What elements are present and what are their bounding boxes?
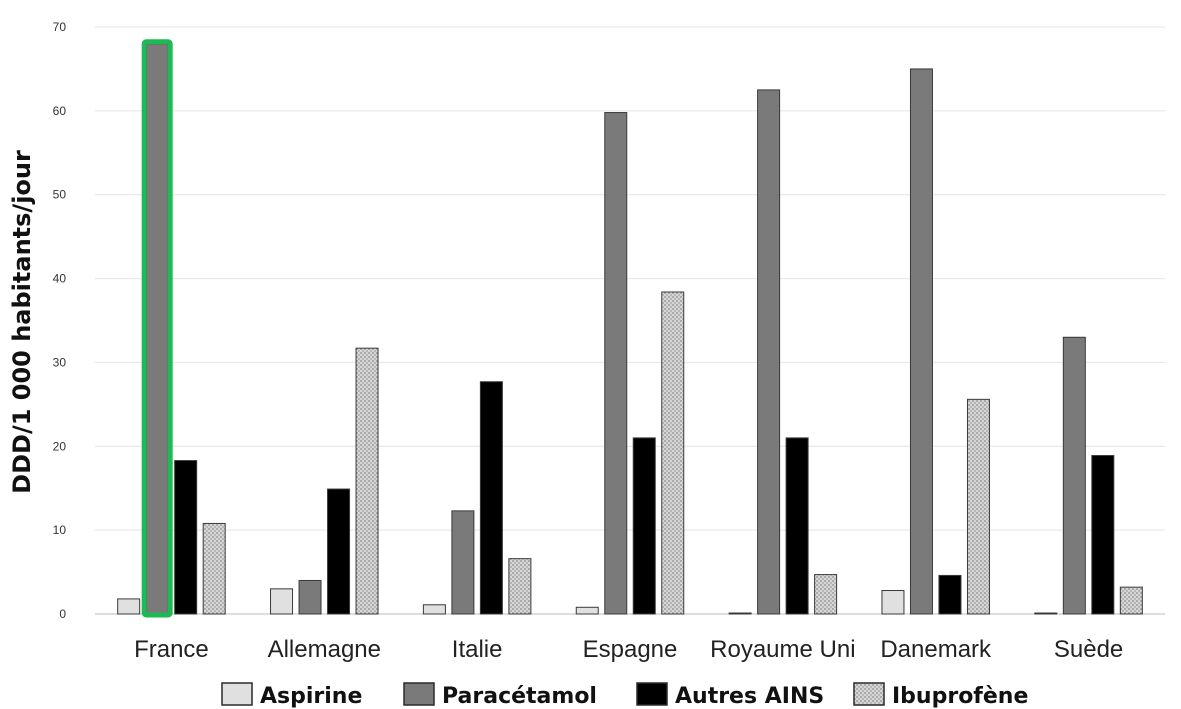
bar-parac-tamol-espagne	[604, 112, 628, 615]
legend-label: Aspirine	[260, 684, 362, 709]
bar-parac-tamol-allemagne	[298, 579, 322, 615]
y-tick-label: 40	[53, 272, 67, 286]
bar-aspirine-espagne	[575, 606, 599, 615]
bar-ibuprof-ne-france	[202, 522, 226, 615]
legend-label: Autres AINS	[675, 684, 824, 709]
bar-autres-ains-allemagne	[327, 488, 351, 615]
bar-parac-tamol-france	[145, 43, 169, 615]
legend: Aspirine Paracétamol Autres AINS Ibuprofène	[221, 682, 1028, 709]
y-tick-label: 20	[53, 439, 67, 453]
bar-aspirine-france	[117, 598, 141, 615]
legend-label: Ibuprofène	[892, 684, 1028, 709]
y-tick-label: 50	[53, 188, 67, 202]
legend-swatch	[403, 682, 435, 706]
bar-ibuprof-ne-danemark	[966, 398, 990, 615]
bar-autres-ains-su-de	[1091, 455, 1115, 615]
bar-ibuprof-ne-espagne	[661, 291, 685, 615]
legend-swatch	[636, 682, 668, 706]
legend-swatch	[221, 682, 253, 706]
highlight-frame	[141, 39, 173, 618]
bar-autres-ains-france	[174, 460, 198, 615]
y-tick-label: 10	[53, 523, 67, 537]
y-tick-label: 70	[53, 20, 67, 34]
highlight-layer	[141, 39, 173, 618]
bar-autres-ains-danemark	[938, 574, 962, 615]
y-tick-label: 0	[59, 607, 66, 621]
x-category-label: Danemark	[880, 636, 992, 663]
bar-ibuprof-ne-royaume-uni	[814, 574, 838, 615]
legend-label: Paracétamol	[442, 684, 597, 709]
gridlines	[95, 26, 1165, 615]
x-category-label: Espagne	[583, 636, 678, 663]
bar-autres-ains-italie	[479, 381, 503, 615]
x-axis-labels: France Allemagne Italie Espagne Royaume Uni D…	[134, 636, 1123, 663]
bar-ibuprof-ne-italie	[508, 558, 532, 615]
bar-parac-tamol-danemark	[909, 68, 933, 615]
x-category-label: Suède	[1054, 636, 1123, 663]
bar-aspirine-italie	[422, 604, 446, 615]
bar-aspirine-royaume-uni	[728, 612, 752, 615]
y-axis-ticks: 0 10 20 30 40 50 60 70	[53, 20, 67, 621]
x-category-label: France	[134, 636, 209, 663]
bar-aspirine-danemark	[881, 590, 905, 615]
bar-aspirine-su-de	[1034, 612, 1058, 615]
bar-parac-tamol-italie	[451, 510, 475, 615]
bar-ibuprof-ne-allemagne	[355, 347, 379, 615]
bar-aspirine-allemagne	[270, 588, 294, 615]
bar-autres-ains-espagne	[632, 437, 656, 615]
y-tick-label: 30	[53, 355, 67, 369]
y-tick-label: 60	[53, 104, 67, 118]
legend-swatch	[853, 682, 885, 706]
y-axis-title: DDD/1 000 habitants/jour	[8, 150, 36, 494]
bar-autres-ains-royaume-uni	[785, 437, 809, 615]
x-category-label: Royaume Uni	[710, 636, 855, 663]
bar-ibuprof-ne-su-de	[1119, 586, 1143, 615]
bar-parac-tamol-su-de	[1062, 336, 1086, 615]
x-category-label: Italie	[452, 636, 503, 663]
bars	[117, 43, 1143, 615]
bar-parac-tamol-royaume-uni	[757, 89, 781, 615]
x-category-label: Allemagne	[268, 636, 381, 663]
